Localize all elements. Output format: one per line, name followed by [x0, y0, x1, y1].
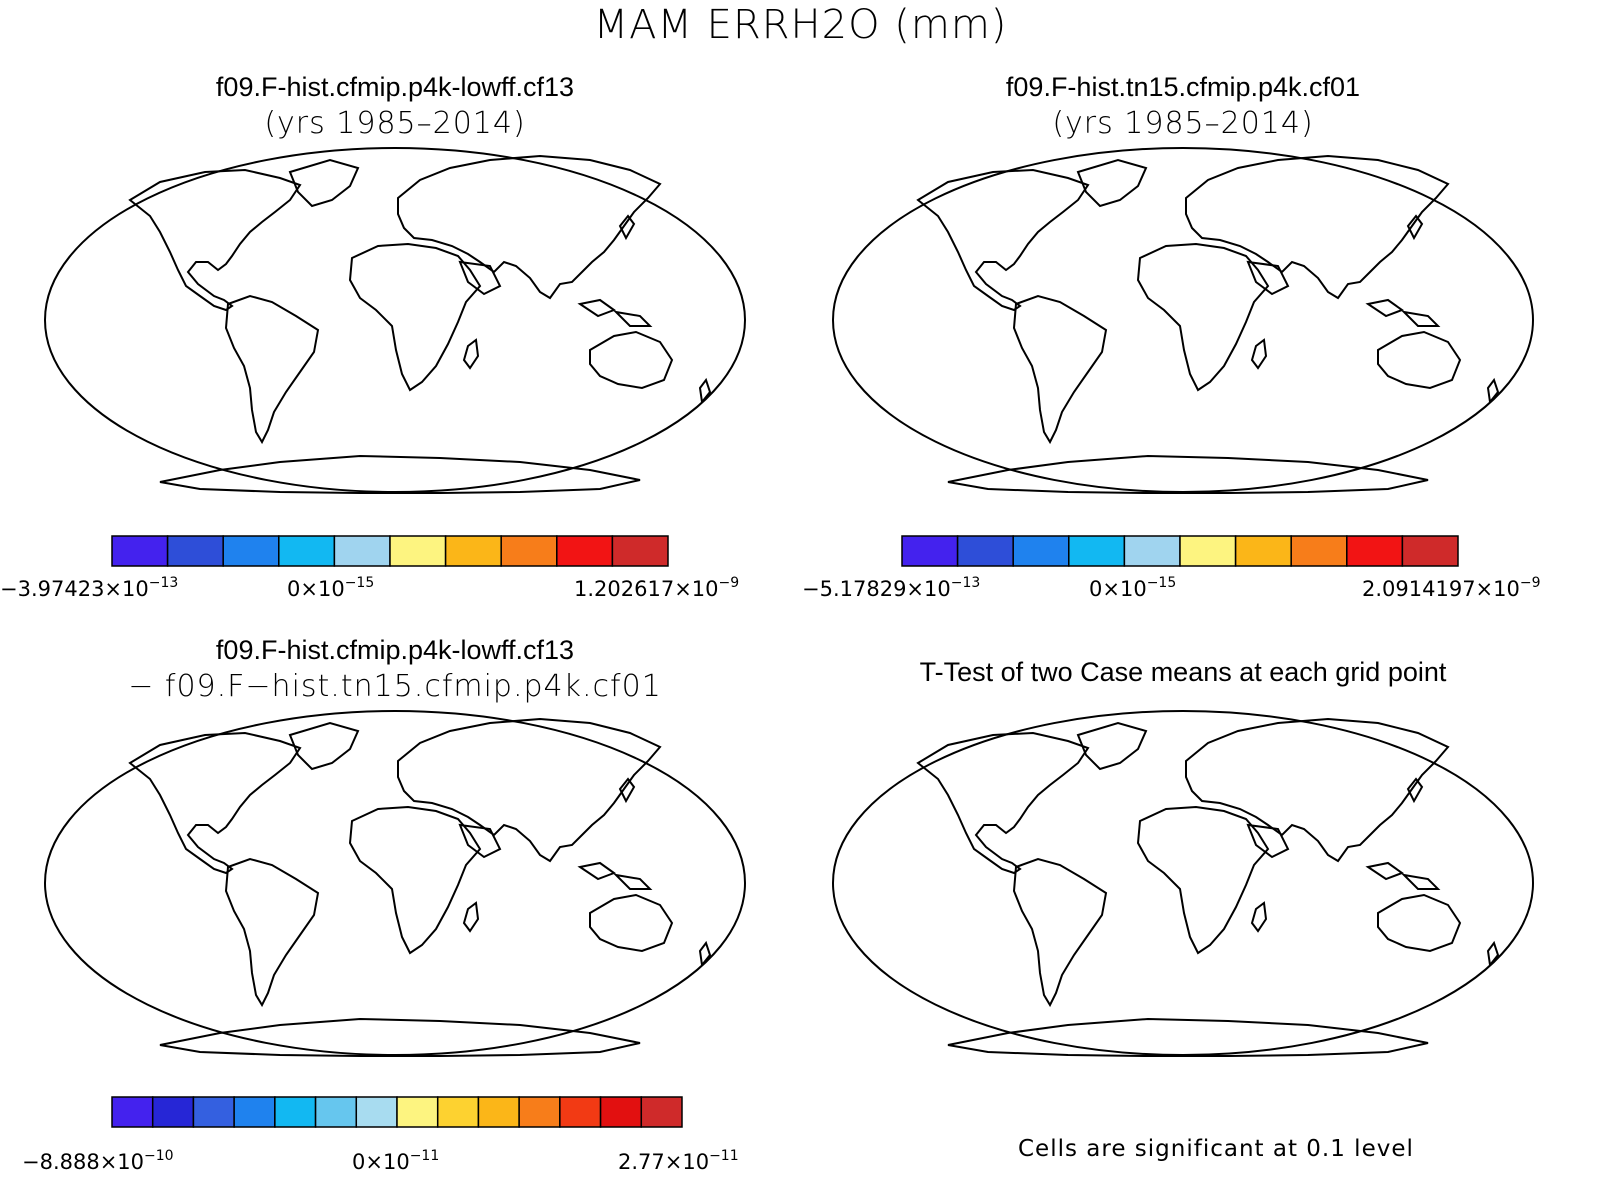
panel2-title: f09.F-hist.tn15.cfmip.p4k.cf01	[1005, 72, 1361, 102]
colorbar-3-swatch-1	[111, 1096, 154, 1128]
ttest-note: Cells are significant at 0.1 level	[1018, 1136, 1414, 1162]
panel2-cbar-max-label: 2.0914197×10−9	[1362, 575, 1541, 601]
colorbar-1-swatch-2	[166, 535, 224, 567]
map-panel-4	[832, 710, 1534, 1057]
colorbar-1	[111, 535, 669, 567]
colorbar-3-swatch-12	[559, 1096, 602, 1128]
panel1-cbar-max-label: 1.202617×10−9	[574, 575, 740, 601]
colorbar-2-swatch-2	[956, 535, 1014, 567]
figure-title: MAM ERRH2O (mm)	[593, 2, 1008, 48]
colorbar-2-swatch-1	[901, 535, 959, 567]
colorbar-3-swatch-14	[640, 1096, 683, 1128]
colorbar-3	[111, 1096, 683, 1128]
colorbar-3-swatch-10	[477, 1096, 520, 1128]
colorbar-2-swatch-6	[1179, 535, 1237, 567]
colorbar-1-swatch-3	[222, 535, 280, 567]
colorbar-1-swatch-6	[389, 535, 447, 567]
colorbar-1-swatch-7	[444, 535, 502, 567]
panel2-subtitle: (yrs 1985–2014)	[1052, 106, 1314, 141]
map-panel-2	[832, 147, 1534, 494]
colorbar-3-swatch-6	[314, 1096, 358, 1128]
panel1-cbar-min-label: −3.97423×10−13	[0, 575, 179, 601]
panel3-title: f09.F-hist.cfmip.p4k-lowff.cf13	[215, 635, 575, 665]
colorbar-3-swatch-2	[151, 1096, 195, 1128]
panel2-cbar-mid-label: 0×10−15	[1089, 575, 1177, 601]
colorbar-2-swatch-8	[1290, 535, 1348, 567]
colorbar-2-swatch-3	[1012, 535, 1070, 567]
colorbar-1-swatch-8	[500, 535, 558, 567]
panel3-subtitle: − f09.F−hist.tn15.cfmip.p4k.cf01	[128, 669, 662, 704]
colorbar-3-swatch-9	[436, 1096, 480, 1128]
colorbar-2-swatch-9	[1346, 535, 1404, 567]
colorbar-2	[901, 535, 1459, 567]
colorbar-1-swatch-4	[278, 535, 336, 567]
colorbar-2-swatch-7	[1234, 535, 1292, 567]
colorbar-1-swatch-10	[611, 535, 669, 567]
panel1-subtitle: (yrs 1985–2014)	[264, 106, 526, 141]
colorbar-1-swatch-5	[333, 535, 391, 567]
panel3-cbar-min-label: −8.888×10−10	[22, 1148, 174, 1174]
colorbar-3-swatch-4	[233, 1096, 276, 1128]
panel3-cbar-mid-label: 0×10−11	[352, 1148, 440, 1174]
panel1-title: f09.F-hist.cfmip.p4k-lowff.cf13	[215, 72, 575, 102]
map-panel-3	[44, 710, 746, 1057]
panel2-cbar-min-label: −5.17829×10−13	[802, 575, 981, 601]
panel1-cbar-mid-label: 0×10−15	[287, 575, 375, 601]
panel4-title: T-Test of two Case means at each grid po…	[919, 657, 1447, 687]
colorbar-1-swatch-1	[111, 535, 169, 567]
colorbar-3-swatch-13	[599, 1096, 643, 1128]
panel3-cbar-max-label: 2.77×10−11	[618, 1148, 739, 1174]
colorbar-3-swatch-5	[274, 1096, 317, 1128]
colorbar-2-swatch-10	[1401, 535, 1459, 567]
colorbar-3-swatch-3	[192, 1096, 235, 1128]
colorbar-2-swatch-4	[1068, 535, 1126, 567]
colorbar-1-swatch-9	[556, 535, 614, 567]
colorbar-3-swatch-11	[518, 1096, 561, 1128]
map-panel-1	[44, 147, 746, 494]
colorbar-3-swatch-7	[355, 1096, 398, 1128]
colorbar-3-swatch-8	[396, 1096, 439, 1128]
colorbar-2-swatch-5	[1123, 535, 1181, 567]
